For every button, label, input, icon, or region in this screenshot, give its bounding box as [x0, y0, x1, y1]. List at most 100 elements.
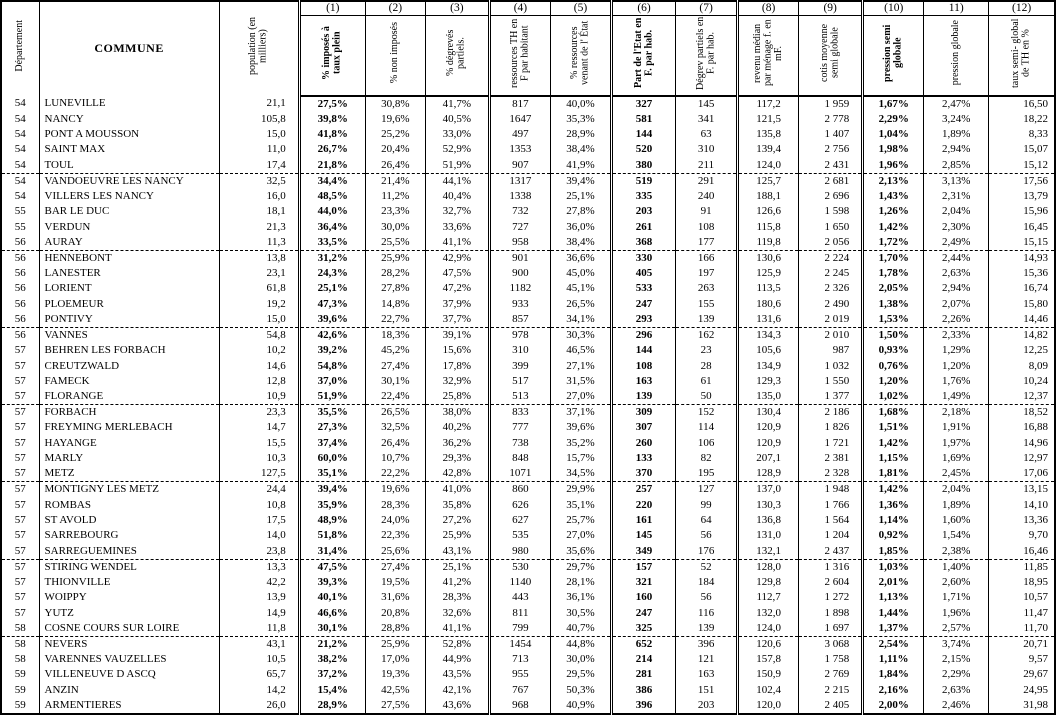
cell-pct-imposes-taux-plein: 21,8% [297, 157, 366, 174]
cell-degrev-partiels-par-hab: 63 [675, 126, 738, 143]
table-body: 54 LUNEVILLE 21,1 27,5% 30,8% 41,7% 817 40,0% 32… [1, 95, 1055, 714]
cell-taux-semi-global-th: 17,56 [988, 173, 1055, 189]
cell-pct-imposes-taux-plein: 28,9% [297, 697, 366, 714]
cell-departement: 59 [14, 668, 26, 681]
table-row: 57 FAMECK 12,8 37,0% 30,1% 32,9% 517 31,5% 163 61… [1, 373, 1055, 390]
cell-degrev-partiels-par-hab: 91 [675, 204, 738, 220]
cell-revenu-median: 105,6 [736, 343, 799, 359]
cell-pression-globale: 2,45% [923, 466, 989, 483]
cell-pct-ressources-etat: 38,4% [549, 142, 612, 158]
cell-ressources-th-par-hab: 1182 [487, 281, 551, 297]
cell-pression-semi-globale: 2,01% [861, 574, 924, 590]
cell-ressources-th-par-hab: 738 [487, 435, 551, 451]
cell-part-etat-par-hab: 520 [609, 142, 676, 158]
cell-departement: 57 [14, 421, 26, 434]
cell-taux-semi-global-th: 14,96 [988, 435, 1055, 451]
cell-pct-imposes-taux-plein: 27,3% [297, 420, 366, 436]
cell-departement: 58 [14, 652, 26, 665]
cell-revenu-median: 102,4 [736, 682, 799, 698]
cell-pression-globale: 1,49% [923, 389, 989, 406]
column-header-pression-semi-globale: pression semi globale [861, 15, 924, 97]
cell-pression-globale: 2,04% [923, 204, 989, 220]
cell-pct-degreves-partiels: 41,0% [424, 481, 490, 498]
table-row: 54 LUNEVILLE 21,1 27,5% 30,8% 41,7% 817 40,0% 32… [1, 95, 1055, 112]
cell-pression-globale: 2,44% [923, 250, 989, 266]
cell-cotis-moyenne: 1 721 [798, 435, 863, 451]
cell-pct-imposes-taux-plein: 48,5% [297, 188, 366, 205]
cell-departement: 54 [14, 97, 26, 109]
cell-ressources-th-par-hab: 1338 [487, 188, 551, 205]
cell-ressources-th-par-hab: 399 [487, 358, 551, 374]
cell-commune: BAR LE DUC [38, 204, 220, 220]
cell-ressources-th-par-hab: 732 [487, 204, 551, 220]
cell-cotis-moyenne: 2 405 [798, 697, 863, 714]
cell-pct-ressources-etat: 36,6% [549, 250, 612, 266]
cell-pression-semi-globale: 1,70% [861, 250, 924, 266]
cell-pct-degreves-partiels: 42,8% [424, 466, 490, 483]
cell-revenu-median: 129,3 [736, 373, 799, 390]
cell-commune: YUTZ [38, 605, 220, 621]
cell-pct-imposes-taux-plein: 60,0% [297, 450, 366, 467]
table-row: 57 METZ 127,5 35,1% 22,2% 42,8% 1071 34,5% 370 19… [1, 466, 1055, 483]
cell-pression-semi-globale: 1,02% [861, 389, 924, 406]
cell-degrev-partiels-par-hab: 263 [675, 281, 738, 297]
table-row: 57 SARREBOURG 14,0 51,8% 22,3% 25,9% 535 27,0% 1… [1, 528, 1055, 544]
cell-degrev-partiels-par-hab: 23 [675, 343, 738, 359]
cell-pression-semi-globale: 1,68% [861, 404, 924, 421]
cell-commune: CREUTZWALD [38, 358, 220, 374]
cell-part-etat-par-hab: 139 [609, 389, 676, 406]
cell-pct-degreves-partiels: 41,7% [424, 95, 490, 112]
table-row: 56 LANESTER 23,1 24,3% 28,2% 47,5% 900 45,0% 405… [1, 265, 1055, 282]
cell-pct-ressources-etat: 36,1% [549, 589, 612, 606]
cell-pression-semi-globale: 1,81% [861, 466, 924, 483]
cell-commune: FORBACH [38, 404, 220, 421]
cell-degrev-partiels-par-hab: 195 [675, 466, 738, 483]
cell-commune: FLORANGE [38, 389, 220, 406]
cell-population: 54,8 [218, 327, 300, 344]
cell-commune: VANNES [38, 327, 220, 344]
cell-revenu-median: 130,3 [736, 497, 799, 513]
cell-pression-semi-globale: 0,76% [861, 358, 924, 374]
cell-pct-ressources-etat: 45,0% [549, 265, 612, 282]
cell-cotis-moyenne: 1 898 [798, 605, 863, 621]
cell-commune: SARREBOURG [38, 528, 220, 544]
cell-degrev-partiels-par-hab: 291 [675, 173, 738, 189]
cell-revenu-median: 124,0 [736, 620, 799, 637]
cell-pct-imposes-taux-plein: 15,4% [297, 682, 366, 698]
cell-pct-degreves-partiels: 25,9% [424, 528, 490, 544]
cell-part-etat-par-hab: 533 [609, 281, 676, 297]
cell-departement: 57 [1, 389, 40, 406]
cell-commune: WOIPPY [38, 589, 220, 606]
cell-pct-non-imposes: 30,1% [364, 373, 426, 390]
table-row: 57 THIONVILLE 42,2 39,3% 19,5% 41,2% 1140 28,1%… [1, 574, 1055, 590]
cell-pct-non-imposes: 30,0% [364, 219, 426, 235]
cell-revenu-median: 120,0 [736, 697, 799, 714]
cell-pression-semi-globale: 1,43% [861, 188, 924, 205]
cell-ressources-th-par-hab: 1140 [487, 574, 551, 590]
cell-commune: HAYANGE [38, 435, 220, 451]
cell-pct-degreves-partiels: 40,4% [424, 188, 490, 205]
table-row: 57 ST AVOLD 17,5 48,9% 24,0% 27,2% 627 25,7% 161… [1, 512, 1055, 529]
cell-cotis-moyenne: 2 326 [798, 281, 863, 297]
cell-population: 14,6 [218, 358, 300, 374]
cell-taux-semi-global-th: 20,71 [988, 636, 1055, 652]
cell-pct-ressources-etat: 35,3% [549, 111, 612, 127]
cell-pct-imposes-taux-plein: 30,1% [297, 620, 366, 637]
cell-pct-non-imposes: 22,2% [364, 466, 426, 483]
cell-pct-ressources-etat: 44,8% [549, 636, 612, 652]
cell-population: 43,1 [218, 636, 300, 652]
column-header-departement: Département [1, 1, 39, 96]
cell-pct-ressources-etat: 39,4% [549, 173, 612, 189]
cell-cotis-moyenne: 1 948 [798, 481, 863, 498]
table-row: 57 MARLY 10,3 60,0% 10,7% 29,3% 848 15,7% 133 82 2… [1, 450, 1055, 467]
cell-population: 32,5 [218, 173, 300, 189]
cell-pression-globale: 2,46% [923, 697, 989, 714]
cell-revenu-median: 130,4 [736, 404, 799, 421]
cell-commune: AURAY [38, 234, 220, 251]
column-number-7: (7) [675, 1, 738, 16]
cell-degrev-partiels-par-hab: 114 [675, 420, 738, 436]
cell-cotis-moyenne: 2 769 [798, 667, 863, 683]
cell-pct-degreves-partiels: 47,5% [424, 265, 490, 282]
cell-pression-globale: 1,54% [923, 528, 989, 544]
cell-departement: 59 [14, 683, 26, 696]
